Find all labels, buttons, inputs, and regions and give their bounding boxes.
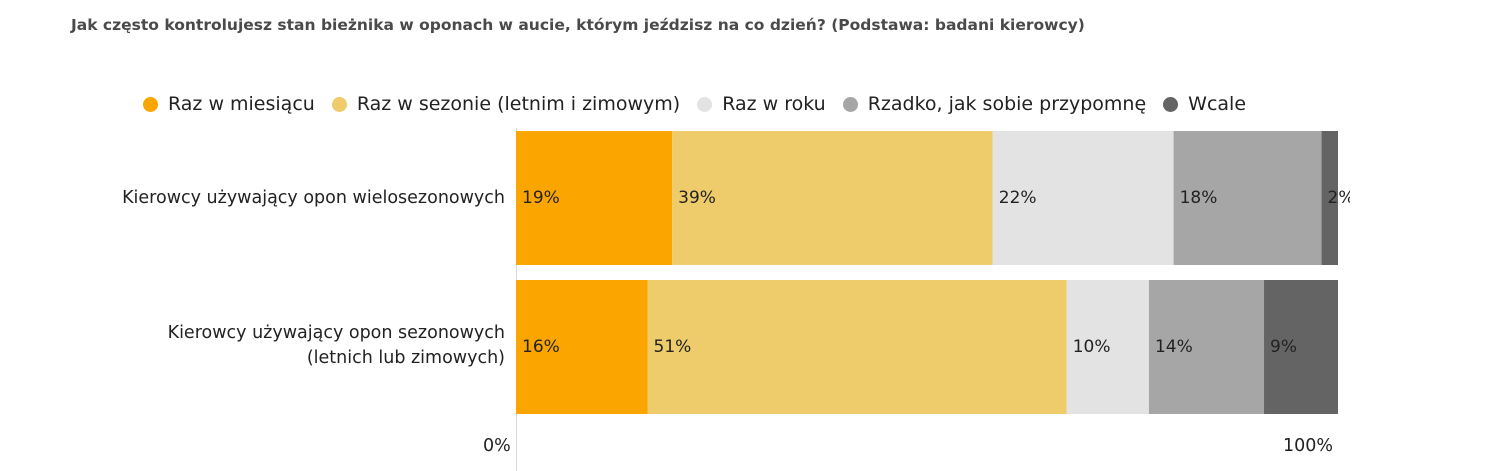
category-label-wielosezonowe: Kierowcy używający opon wielosezonowych	[122, 186, 505, 211]
data-label: 2%	[1328, 188, 1350, 208]
legend-label: Wcale	[1188, 93, 1247, 115]
bar-segment	[1066, 280, 1149, 414]
legend-swatch	[697, 96, 713, 112]
data-label: 19%	[522, 188, 560, 208]
category-label-line: Kierowcy używający opon wielosezonowych	[122, 188, 505, 208]
legend-item-rzadko: Rzadko, jak sobie przypomnę	[842, 93, 1147, 115]
bar-segment	[1173, 131, 1322, 265]
chart-title: Jak często kontrolujesz stan bieżnika w …	[71, 16, 1085, 34]
legend-swatch	[143, 96, 158, 112]
legend-label: Raz w roku	[722, 93, 826, 115]
category-label-line: Kierowcy używający opon sezonowych	[167, 323, 505, 343]
data-label: 18%	[1180, 188, 1218, 208]
data-label: 22%	[999, 188, 1037, 208]
bar-segment	[516, 131, 673, 265]
data-label: 51%	[654, 337, 692, 357]
legend-label: Raz w sezonie (letnim i zimowym)	[356, 93, 681, 115]
data-label: 39%	[678, 188, 716, 208]
legend-swatch	[1163, 96, 1179, 112]
legend-item-wcale: Wcale	[1163, 93, 1246, 115]
legend-swatch	[842, 96, 858, 112]
legend: Raz w miesiącu Raz w sezonie (letnim i z…	[143, 90, 1263, 118]
bar-segment	[672, 131, 993, 265]
legend-label: Raz w miesiącu	[168, 93, 315, 115]
legend-swatch	[331, 96, 347, 112]
bar-segment	[1321, 131, 1338, 265]
legend-item-raz-w-roku: Raz w roku	[697, 93, 826, 115]
bar-segment	[1264, 280, 1338, 414]
bar-segment	[1148, 280, 1265, 414]
category-label-sezonowe: Kierowcy używający opon sezonowych (letn…	[168, 321, 505, 371]
bar-plot-area: 19% 39% 22% 18% 2% 16% 51% 10% 14% 9%	[516, 131, 1350, 414]
legend-item-raz-w-miesiacu: Raz w miesiącu	[143, 93, 315, 115]
data-label: 10%	[1073, 337, 1111, 357]
bar-segment	[516, 280, 648, 414]
bar-segment	[647, 280, 1067, 414]
x-tick-label-100: 100%	[1283, 436, 1334, 456]
x-tick-label-0: 0%	[483, 436, 511, 456]
legend-label: Rzadko, jak sobie przypomnę	[867, 93, 1147, 115]
data-label: 14%	[1155, 337, 1193, 357]
data-label: 9%	[1270, 337, 1297, 357]
data-label: 16%	[522, 337, 560, 357]
bar-segment	[992, 131, 1174, 265]
legend-item-raz-w-sezonie: Raz w sezonie (letnim i zimowym)	[331, 93, 681, 115]
category-label-line: (letnich lub zimowych)	[306, 348, 505, 368]
